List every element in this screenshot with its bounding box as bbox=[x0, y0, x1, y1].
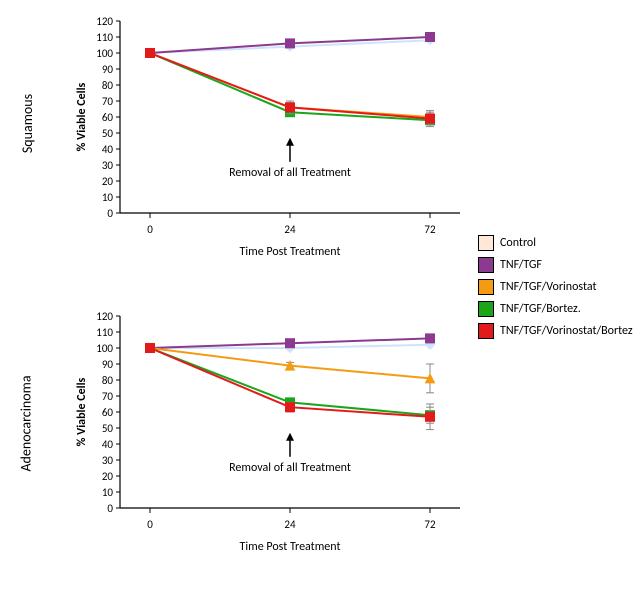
svg-text:0: 0 bbox=[107, 502, 113, 515]
legend-tnf-tgf-vorinostat: TNF/TGF/Vorinostat bbox=[478, 279, 633, 295]
legend-tnf-tgf-bortez-label: TNF/TGF/Bortez. bbox=[500, 302, 581, 316]
svg-text:30: 30 bbox=[102, 454, 114, 467]
svg-text:90: 90 bbox=[102, 63, 114, 76]
figure: Squamous 0102030405060708090100110120024… bbox=[10, 10, 630, 592]
adenocarcinoma-panel: 0 10 20 30 40 50 60 70 80 90 100 110 120 0 24 72 Time Po… bbox=[65, 310, 475, 570]
svg-text:Removal of all Treatment: Removal of all Treatment bbox=[229, 461, 351, 475]
legend-tnf-tgf-vorinostat-label: TNF/TGF/Vorinostat bbox=[500, 280, 597, 294]
svg-text:24: 24 bbox=[284, 518, 296, 531]
svg-text:50: 50 bbox=[102, 422, 114, 435]
svg-text:20: 20 bbox=[102, 470, 114, 483]
legend-control-swatch bbox=[478, 235, 494, 251]
panel-label-squamous: Squamous bbox=[19, 94, 36, 153]
svg-text:% Viable Cells: % Viable Cells bbox=[75, 82, 89, 151]
svg-text:80: 80 bbox=[102, 374, 114, 387]
svg-text:10: 10 bbox=[102, 486, 114, 499]
legend-tnf-tgf-bortez: TNF/TGF/Bortez. bbox=[478, 301, 633, 317]
svg-text:80: 80 bbox=[102, 79, 114, 92]
squamous-panel: 0 10 20 30 40 50 60 70 80 90 100 110 120 0 24 72 Time Po… bbox=[65, 15, 475, 275]
svg-text:% Viable Cells: % Viable Cells bbox=[75, 377, 89, 446]
squamous-chart-svg: 0 10 20 30 40 50 60 70 80 90 100 110 120 0 24 72 Time Po… bbox=[65, 15, 475, 275]
svg-text:0: 0 bbox=[147, 518, 153, 531]
svg-text:Time Post Treatment: Time Post Treatment bbox=[240, 245, 341, 259]
svg-text:70: 70 bbox=[102, 95, 114, 108]
svg-text:10: 10 bbox=[102, 191, 114, 204]
svg-text:110: 110 bbox=[96, 31, 113, 44]
legend-tnf-tgf-label: TNF/TGF bbox=[500, 258, 542, 272]
svg-text:Removal of all Treatment: Removal of all Treatment bbox=[229, 166, 351, 180]
svg-text:40: 40 bbox=[102, 143, 114, 156]
svg-text:60: 60 bbox=[102, 406, 114, 419]
legend-tnf-tgf-vorinostat-bortez-label: TNF/TGF/Vorinostat/Bortez bbox=[500, 324, 633, 338]
legend-control-label: Control bbox=[500, 236, 536, 250]
svg-text:30: 30 bbox=[102, 159, 114, 172]
svg-text:Time Post Treatment: Time Post Treatment bbox=[240, 540, 341, 554]
svg-text:24: 24 bbox=[284, 223, 296, 236]
svg-text:50: 50 bbox=[102, 127, 114, 140]
svg-text:20: 20 bbox=[102, 175, 114, 188]
svg-text:70: 70 bbox=[102, 390, 114, 403]
svg-text:90: 90 bbox=[102, 358, 114, 371]
svg-text:100: 100 bbox=[96, 342, 113, 355]
svg-text:40: 40 bbox=[102, 438, 114, 451]
svg-text:72: 72 bbox=[424, 518, 436, 531]
legend-tnf-tgf-vorinostat-bortez-swatch bbox=[478, 323, 494, 339]
svg-text:72: 72 bbox=[424, 223, 436, 236]
legend-tnf-tgf-vorinostat-bortez: TNF/TGF/Vorinostat/Bortez bbox=[478, 323, 633, 339]
svg-text:120: 120 bbox=[96, 310, 113, 323]
svg-text:0: 0 bbox=[147, 223, 153, 236]
legend-tnf-tgf: TNF/TGF bbox=[478, 257, 633, 273]
legend-tnf-tgf-vorinostat-swatch bbox=[478, 279, 494, 295]
svg-text:0: 0 bbox=[107, 207, 113, 220]
legend: Control TNF/TGF TNF/TGF/Vorinostat TNF/TGF/… bbox=[478, 235, 633, 345]
svg-text:100: 100 bbox=[96, 47, 113, 60]
svg-text:120: 120 bbox=[96, 15, 113, 28]
svg-text:60: 60 bbox=[102, 111, 114, 124]
legend-tnf-tgf-swatch bbox=[478, 257, 494, 273]
legend-control: Control bbox=[478, 235, 633, 251]
legend-tnf-tgf-bortez-swatch bbox=[478, 301, 494, 317]
adenocarcinoma-chart-svg: 0 10 20 30 40 50 60 70 80 90 100 110 120 0 24 72 Time Po… bbox=[65, 310, 475, 570]
panel-label-adenocarcinoma: Adenocarcinoma bbox=[18, 375, 35, 471]
svg-text:110: 110 bbox=[96, 326, 113, 339]
